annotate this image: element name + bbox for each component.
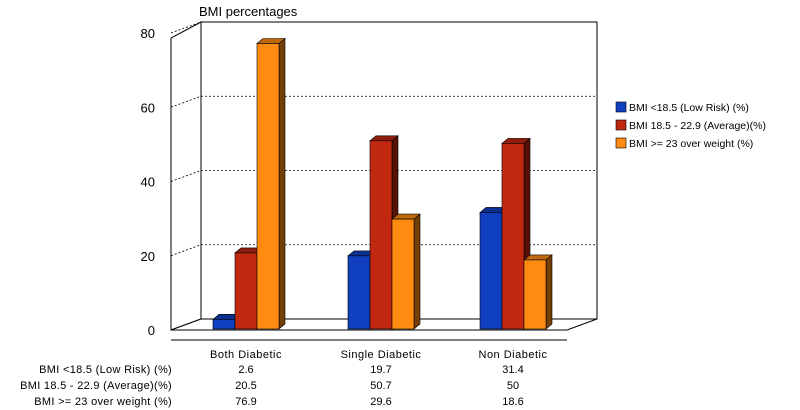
bar-front (369, 140, 393, 330)
table-cell: 50.7 (370, 380, 391, 392)
legend-swatch (615, 119, 627, 131)
bar-front (256, 43, 280, 330)
bar-front (212, 319, 236, 330)
table-cell: 2.6 (238, 364, 253, 376)
legend-label: BMI <18.5 (Low Risk) (%) (629, 102, 749, 114)
bar (523, 254, 553, 330)
y-tick-label: 60 (141, 100, 155, 115)
bar-front (523, 259, 547, 330)
bar-front (391, 218, 415, 330)
table-row-label: BMI >= 23 over weight (%) (34, 396, 172, 408)
bar (256, 37, 286, 330)
bar-side (413, 213, 421, 330)
x-tick-label: Single Diabetic (341, 349, 422, 361)
table-cell: 29.6 (370, 396, 391, 408)
y-tick-label: 20 (141, 249, 155, 264)
x-tick-label: Non Diabetic (479, 349, 548, 361)
bar-front (347, 255, 371, 330)
bar (391, 213, 421, 330)
table-cell: 76.9 (235, 396, 256, 408)
gridline-side (170, 170, 202, 182)
gridline-side (170, 21, 202, 34)
y-tick-label: 40 (141, 175, 155, 190)
x-axis: Both Diabetic Single Diabetic Non Diabetic (210, 349, 547, 361)
bar-side (545, 254, 553, 330)
bar-front (479, 212, 503, 330)
side-wall (170, 21, 202, 331)
table-cell: 18.6 (502, 396, 523, 408)
bar-side (278, 37, 286, 330)
table-cell: 19.7 (370, 364, 391, 376)
chart-title: BMI percentages (199, 4, 298, 19)
bar-front (501, 143, 525, 330)
legend-swatch (615, 137, 627, 149)
y-tick-label: 80 (141, 26, 155, 41)
table-cell: 20.5 (235, 380, 256, 392)
legend-label: BMI 18.5 - 22.9 (Average)(%) (629, 120, 766, 132)
legend-label: BMI >= 23 over weight (%) (629, 138, 753, 150)
table-cell: 50 (507, 380, 519, 392)
y-tick-label: 0 (148, 323, 155, 338)
gridline-side (170, 244, 202, 257)
data-table: BMI <18.5 (Low Risk) (%) 2.6 19.7 31.4 BMI 1… (20, 364, 524, 408)
table-row-label: BMI <18.5 (Low Risk) (%) (39, 364, 172, 376)
table-cell: 31.4 (502, 364, 523, 376)
bar-front (234, 252, 258, 330)
legend: BMI <18.5 (Low Risk) (%) BMI 18.5 - 22.9 … (615, 101, 766, 150)
y-axis: 0 20 40 60 80 (141, 26, 155, 338)
table-row-label: BMI 18.5 - 22.9 (Average)(%) (20, 380, 172, 392)
gridline-side (170, 95, 202, 108)
bars (212, 37, 553, 330)
x-tick-label: Both Diabetic (210, 349, 282, 361)
legend-swatch (615, 101, 627, 113)
